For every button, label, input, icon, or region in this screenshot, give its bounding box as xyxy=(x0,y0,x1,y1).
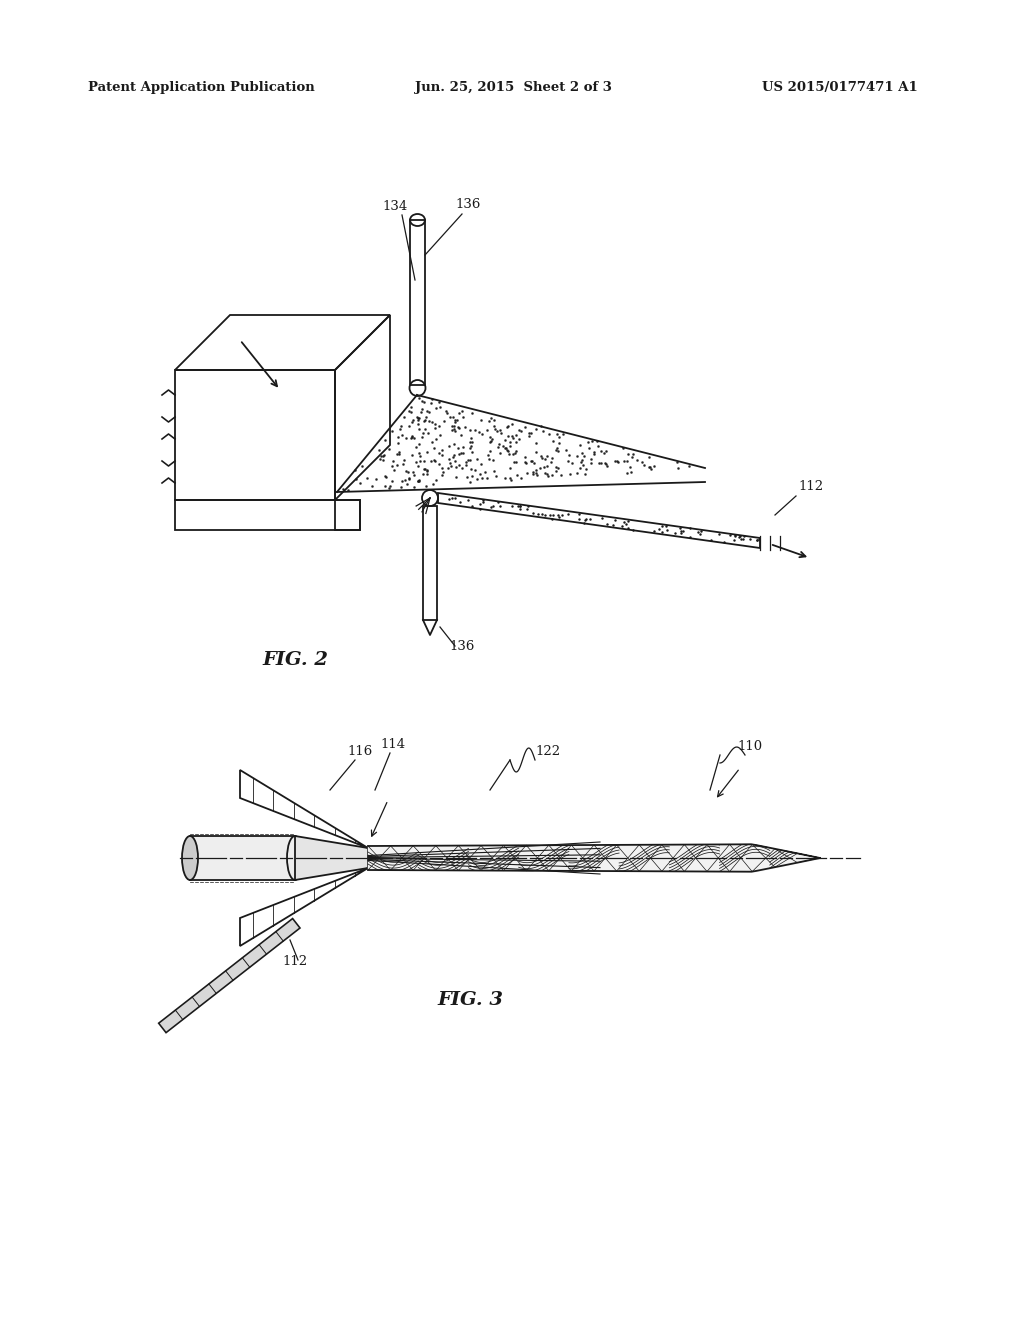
Text: 134: 134 xyxy=(382,201,408,213)
Bar xyxy=(190,836,295,880)
Text: Patent Application Publication: Patent Application Publication xyxy=(88,82,314,95)
Text: FIG. 3: FIG. 3 xyxy=(437,991,503,1008)
Text: 112: 112 xyxy=(798,480,823,492)
Text: 112: 112 xyxy=(283,954,307,968)
Text: 114: 114 xyxy=(381,738,406,751)
Text: Jun. 25, 2015  Sheet 2 of 3: Jun. 25, 2015 Sheet 2 of 3 xyxy=(415,82,612,95)
Text: US 2015/0177471 A1: US 2015/0177471 A1 xyxy=(762,82,918,95)
Polygon shape xyxy=(159,919,300,1032)
Bar xyxy=(410,220,425,385)
Text: 110: 110 xyxy=(737,741,763,752)
Polygon shape xyxy=(295,836,368,880)
Text: 136: 136 xyxy=(456,198,480,211)
Ellipse shape xyxy=(182,836,198,880)
Text: 136: 136 xyxy=(450,640,475,653)
Bar xyxy=(423,506,437,620)
Text: 116: 116 xyxy=(347,744,373,758)
Ellipse shape xyxy=(287,836,303,880)
Text: 122: 122 xyxy=(536,744,560,758)
Text: FIG. 2: FIG. 2 xyxy=(262,651,328,669)
